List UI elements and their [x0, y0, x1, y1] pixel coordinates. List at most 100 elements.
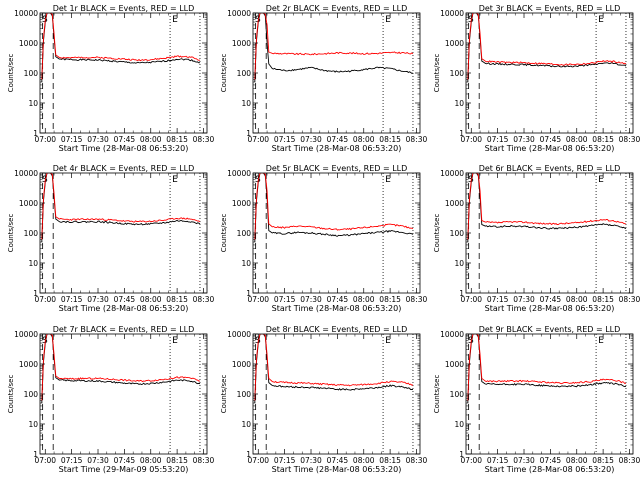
- y-tick-label: 10000: [440, 330, 464, 339]
- series-layer: [41, 334, 201, 404]
- end-marker-label: E: [598, 15, 604, 25]
- y-tick-label: 1000: [445, 39, 464, 48]
- x-tick-label: 08:00: [140, 135, 162, 144]
- chart-title: Det 7r BLACK = Events, RED = LLD: [53, 325, 195, 334]
- y-tick-label: 1000: [19, 360, 38, 369]
- x-tick-label: 08:30: [619, 295, 640, 304]
- series-layer: [41, 13, 201, 83]
- end-marker-label: E: [385, 15, 391, 25]
- x-tick-label: 07:30: [87, 135, 109, 144]
- series-lld-line: [467, 334, 627, 401]
- plot-frame: [39, 172, 208, 294]
- x-tick-label: 08:00: [353, 135, 375, 144]
- y-tick-label: 10000: [227, 330, 251, 339]
- y-tick-label: 10: [241, 259, 251, 268]
- x-tick-label: 07:30: [87, 456, 109, 465]
- x-axis-label: Start Time (28-Mar-08 06:53:20): [272, 144, 402, 153]
- y-tick-label: 1: [246, 129, 251, 138]
- x-tick-label: 07:15: [487, 135, 509, 144]
- series-layer: [467, 334, 627, 404]
- x-tick-label: 08:15: [592, 295, 614, 304]
- x-axis-label: Start Time (28-Mar-08 06:53:20): [272, 304, 402, 313]
- series-lld-line: [41, 334, 201, 401]
- end-marker-label: E: [385, 336, 391, 346]
- x-tick-label: 08:30: [193, 135, 215, 144]
- y-tick-label: 10: [454, 420, 464, 429]
- x-tick-label: 08:30: [193, 295, 215, 304]
- series-layer: [467, 13, 627, 83]
- series-layer: [41, 173, 201, 243]
- x-axis-label: Start Time (28-Mar-08 06:53:20): [59, 144, 189, 153]
- x-tick-label: 08:00: [353, 456, 375, 465]
- y-tick-label: 10000: [440, 9, 464, 18]
- chart-title: Det 3r BLACK = Events, RED = LLD: [479, 4, 621, 13]
- x-tick-label: 07:45: [114, 295, 136, 304]
- x-tick-label: 07:45: [114, 135, 136, 144]
- x-tick-label: 07:15: [274, 295, 296, 304]
- x-tick-label: 07:30: [300, 295, 322, 304]
- y-tick-label: 10: [454, 99, 464, 108]
- plot-frame: [252, 333, 421, 455]
- end-marker-label: E: [385, 175, 391, 185]
- x-tick-label: 08:00: [566, 295, 588, 304]
- y-axis-label: Counts/sec: [433, 54, 441, 93]
- end-marker-label: E: [598, 336, 604, 346]
- y-tick-label: 10000: [227, 9, 251, 18]
- x-tick-label: 07:15: [61, 135, 83, 144]
- series-lld-line: [41, 173, 201, 240]
- x-tick-label: 07:45: [327, 295, 349, 304]
- x-tick-label: 07:45: [540, 456, 562, 465]
- y-axis-label: Counts/sec: [7, 54, 15, 93]
- series-lld-line: [254, 173, 414, 240]
- plot-frame: [252, 12, 421, 134]
- y-tick-label: 100: [237, 69, 252, 78]
- series-events-line: [254, 13, 414, 83]
- x-tick-label: 07:00: [247, 456, 269, 465]
- x-tick-label: 08:00: [353, 295, 375, 304]
- y-tick-label: 100: [450, 69, 465, 78]
- y-tick-label: 100: [24, 229, 39, 238]
- series-layer: [254, 173, 414, 243]
- series-events-line: [467, 173, 627, 243]
- x-axis-label: Start Time (29-Mar-09 05:53:20): [59, 465, 189, 474]
- y-tick-label: 1000: [232, 199, 251, 208]
- x-tick-label: 07:15: [274, 456, 296, 465]
- series-lld-line: [41, 13, 201, 80]
- y-tick-label: 1: [33, 289, 38, 298]
- series-events-line: [41, 334, 201, 404]
- y-tick-label: 1: [33, 450, 38, 459]
- x-tick-label: 07:30: [513, 456, 535, 465]
- x-tick-label: 07:15: [61, 295, 83, 304]
- x-tick-label: 07:00: [34, 456, 56, 465]
- x-tick-label: 07:30: [300, 456, 322, 465]
- y-tick-label: 100: [237, 390, 252, 399]
- x-tick-label: 07:00: [460, 135, 482, 144]
- y-tick-label: 100: [24, 69, 39, 78]
- chart-title: Det 9r BLACK = Events, RED = LLD: [479, 325, 621, 334]
- y-tick-label: 1: [246, 450, 251, 459]
- end-marker-label: E: [172, 175, 178, 185]
- y-tick-label: 10000: [14, 9, 38, 18]
- y-tick-label: 100: [450, 229, 465, 238]
- x-tick-label: 07:30: [87, 295, 109, 304]
- y-axis-label: Counts/sec: [7, 214, 15, 253]
- y-axis-label: Counts/sec: [220, 214, 228, 253]
- x-tick-label: 08:30: [619, 135, 640, 144]
- plot-frame: [39, 12, 208, 134]
- chart-title: Det 6r BLACK = Events, RED = LLD: [479, 164, 621, 173]
- y-tick-label: 10000: [440, 169, 464, 178]
- x-tick-label: 07:00: [247, 295, 269, 304]
- x-tick-label: 07:00: [460, 456, 482, 465]
- x-axis-label: Start Time (28-Mar-08 06:53:20): [485, 304, 615, 313]
- end-marker-label: E: [172, 15, 178, 25]
- x-tick-label: 08:15: [592, 135, 614, 144]
- y-tick-label: 10: [28, 420, 38, 429]
- x-tick-label: 08:30: [193, 456, 215, 465]
